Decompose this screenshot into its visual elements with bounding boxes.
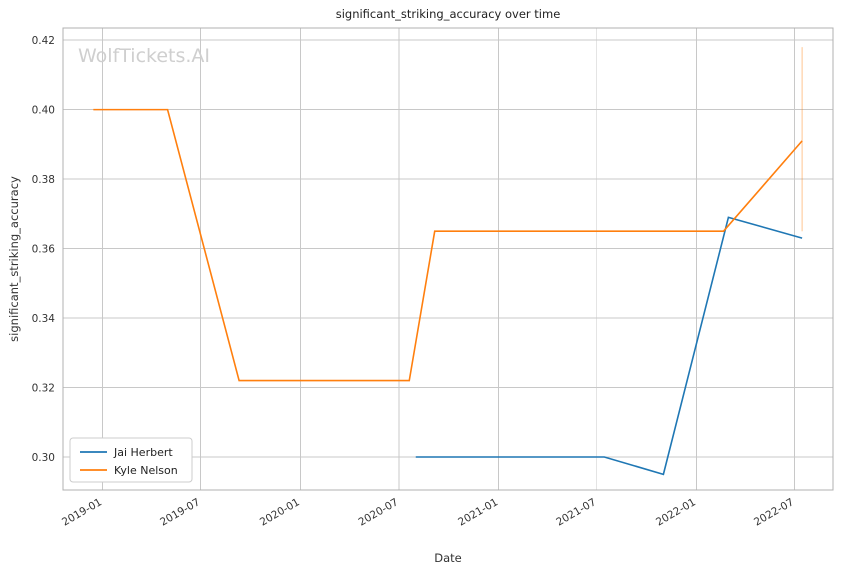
series-line xyxy=(415,216,803,476)
y-tick-label: 0.40 xyxy=(32,104,55,116)
series-line xyxy=(93,108,803,382)
chart-title: significant_striking_accuracy over time xyxy=(336,7,561,21)
chart-legend[interactable]: Jai Herbert Kyle Nelson xyxy=(69,437,193,483)
x-gridlines xyxy=(102,28,795,490)
legend-label: Kyle Nelson xyxy=(114,464,178,477)
y-axis-title: significant_striking_accuracy xyxy=(7,176,21,342)
watermark: WolfTickets.AI xyxy=(78,45,210,67)
plot-area-background xyxy=(63,28,833,490)
y-tick-label: 0.36 xyxy=(32,243,56,255)
y-tick-label: 0.32 xyxy=(32,382,55,394)
legend-label: Jai Herbert xyxy=(113,446,173,459)
y-tick-label: 0.42 xyxy=(32,35,55,47)
y-tick-label: 0.34 xyxy=(32,313,56,325)
y-tick-label: 0.38 xyxy=(32,174,55,186)
legend-background xyxy=(69,437,193,483)
y-tick-labels: 0.30 0.32 0.34 0.36 0.38 0.40 0.42 xyxy=(32,35,56,464)
x-axis-title: Date xyxy=(434,551,462,565)
y-tick-label: 0.30 xyxy=(32,452,55,464)
plot-border xyxy=(62,27,834,491)
legend-entries: Jai Herbert Kyle Nelson xyxy=(80,446,178,477)
series-group xyxy=(93,108,803,476)
